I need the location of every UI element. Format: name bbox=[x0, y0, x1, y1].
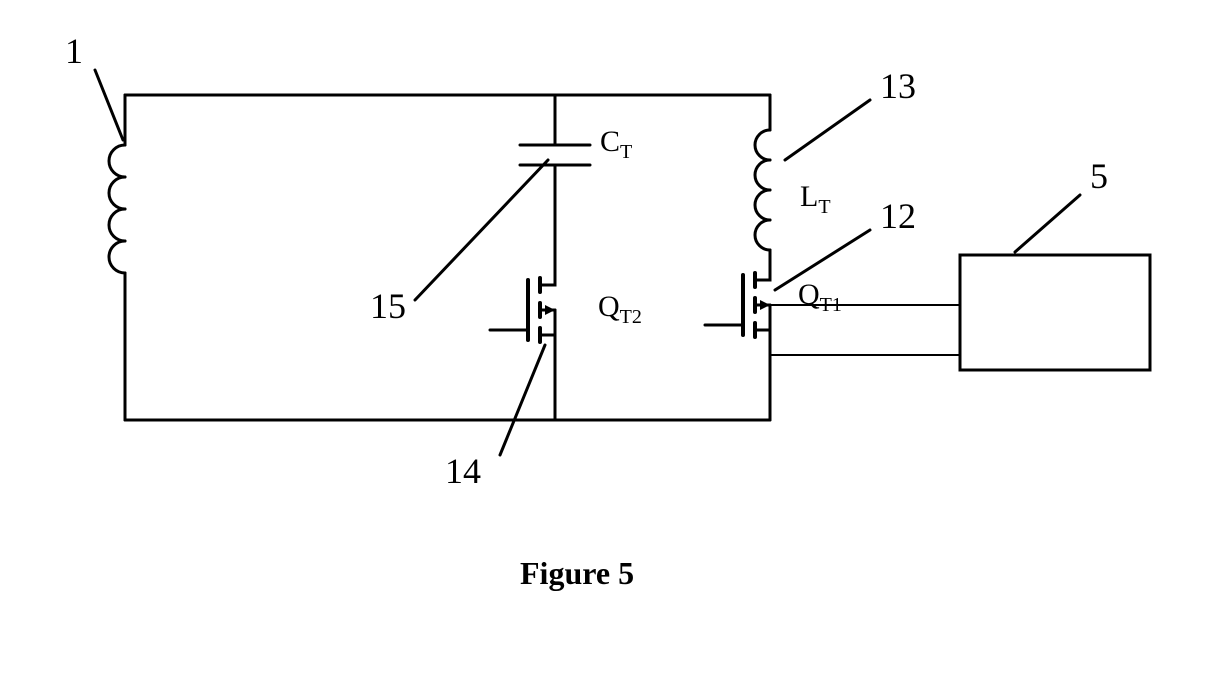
label-ct: CT bbox=[600, 125, 632, 164]
label-qt2: QT2 bbox=[598, 290, 642, 329]
inductor-left bbox=[109, 145, 125, 273]
block-5 bbox=[960, 255, 1150, 370]
mosfet-qt2 bbox=[490, 270, 555, 350]
refnum-13: 13 bbox=[880, 65, 916, 107]
leader-1 bbox=[95, 70, 123, 140]
label-qt1: QT1 bbox=[798, 278, 842, 317]
mosfet-qt1 bbox=[705, 265, 770, 345]
figure-caption: Figure 5 bbox=[520, 555, 634, 592]
leader-13 bbox=[785, 100, 870, 160]
refnum-1: 1 bbox=[65, 30, 83, 72]
refnum-15: 15 bbox=[370, 285, 406, 327]
refnum-5: 5 bbox=[1090, 155, 1108, 197]
inductor-lt bbox=[755, 130, 770, 250]
leader-14 bbox=[500, 345, 545, 455]
refnum-12: 12 bbox=[880, 195, 916, 237]
refnum-14: 14 bbox=[445, 450, 481, 492]
label-lt: LT bbox=[800, 180, 831, 219]
leader-5 bbox=[1015, 195, 1080, 252]
capacitor-ct bbox=[520, 145, 590, 165]
